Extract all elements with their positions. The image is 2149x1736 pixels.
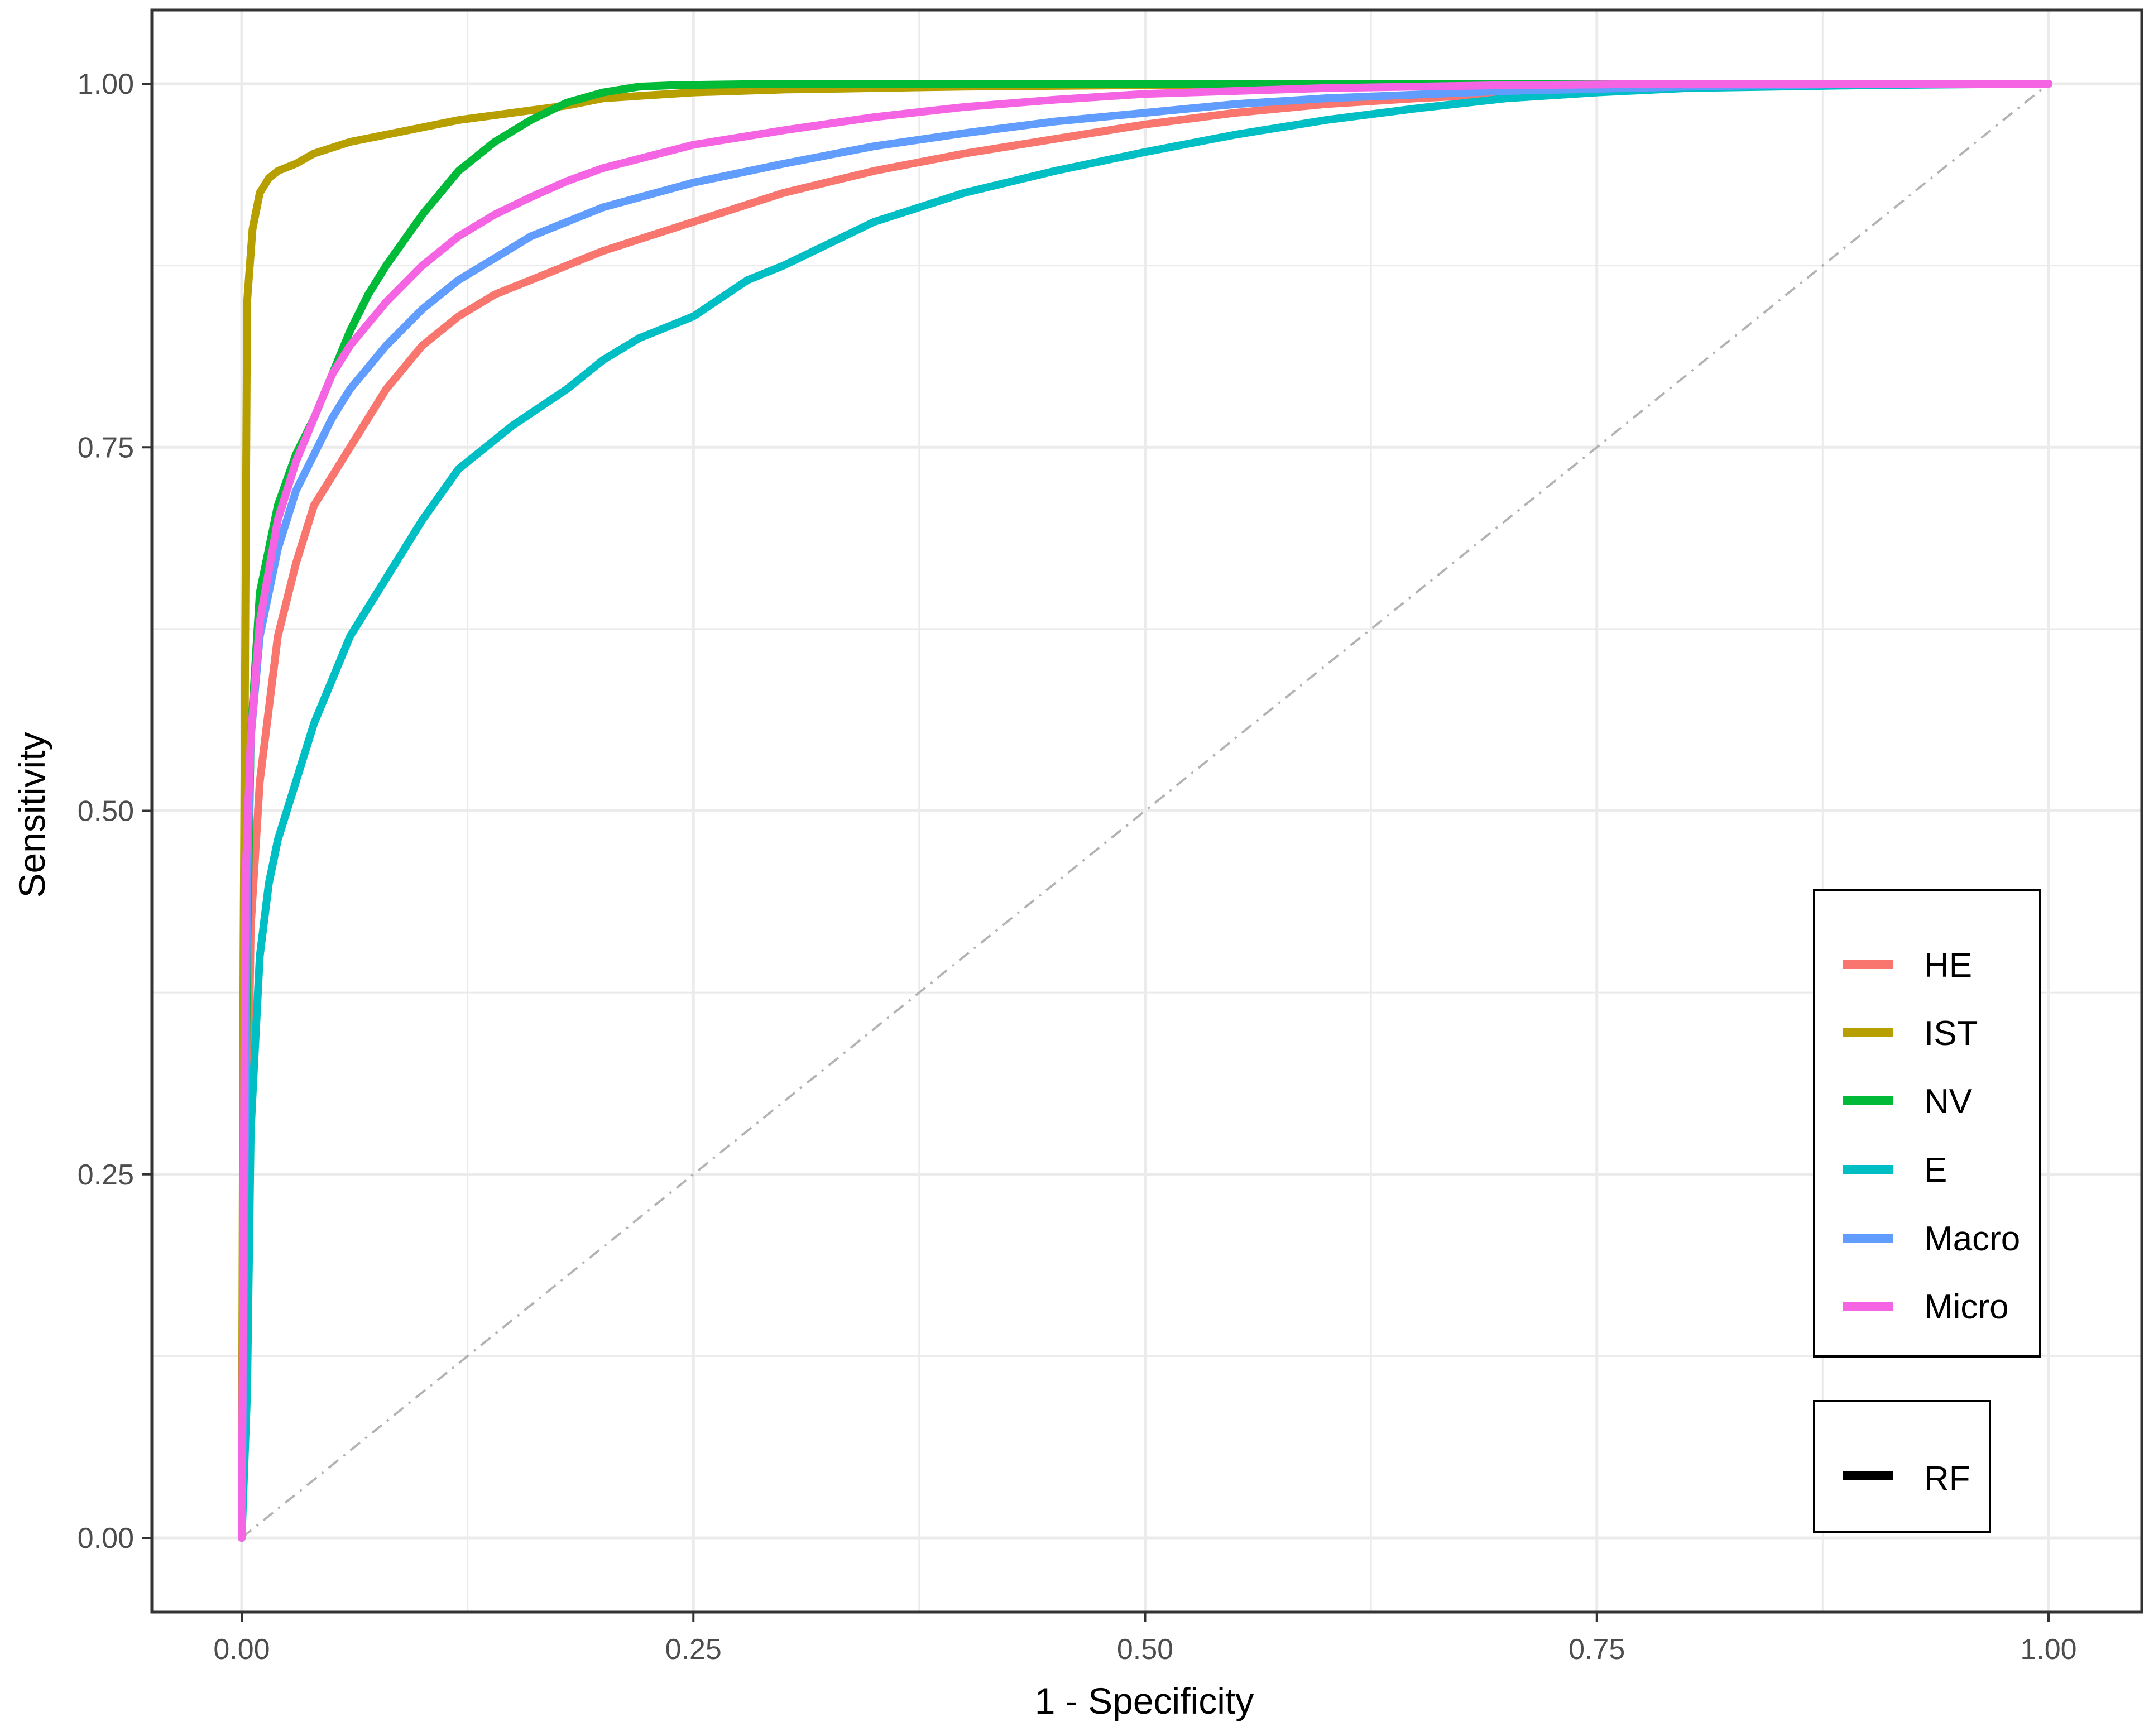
y-tick-label: 0.75 (78, 431, 134, 464)
x-axis-title: 1 - Specificity (1035, 1680, 1254, 1721)
legend-label-rf: RF (1924, 1460, 1970, 1498)
series-line-micro (238, 80, 2052, 1542)
x-tick-label: 1.00 (2020, 1633, 2076, 1666)
y-tick-label: 0.00 (78, 1522, 134, 1555)
y-axis-title: Sensitivity (11, 732, 52, 898)
series-line-e (238, 80, 2052, 1542)
y-tick-label: 0.50 (78, 795, 134, 828)
color-legend: HE IST NV E Macro Micro (1813, 889, 2041, 1358)
series-line-macro (238, 80, 2052, 1542)
legend-label-he: HE (1924, 946, 1972, 985)
legend-label-e: E (1924, 1151, 1947, 1190)
y-axis-ticks: 0.00 0.25 0.50 0.75 1.00 (78, 68, 152, 1555)
x-tick-label: 0.75 (1568, 1633, 1625, 1666)
legend-label-ist: IST (1924, 1014, 1978, 1053)
linetype-legend-box (1813, 1400, 1991, 1533)
legend-label-nv: NV (1924, 1082, 1973, 1121)
legend-label-micro: Micro (1924, 1288, 2009, 1326)
x-tick-label: 0.25 (665, 1633, 722, 1666)
series-layer (238, 80, 2052, 1542)
linetype-legend: RF (1813, 1400, 1991, 1533)
x-tick-label: 0.50 (1117, 1633, 1173, 1666)
diagonal-reference-line (241, 83, 2050, 1539)
y-tick-label: 1.00 (78, 68, 134, 100)
y-tick-label: 0.25 (78, 1159, 134, 1191)
legend-label-macro: Macro (1924, 1220, 2020, 1258)
x-tick-label: 0.00 (213, 1633, 270, 1666)
x-axis-ticks: 0.00 0.25 0.50 0.75 1.00 (213, 1612, 2077, 1666)
